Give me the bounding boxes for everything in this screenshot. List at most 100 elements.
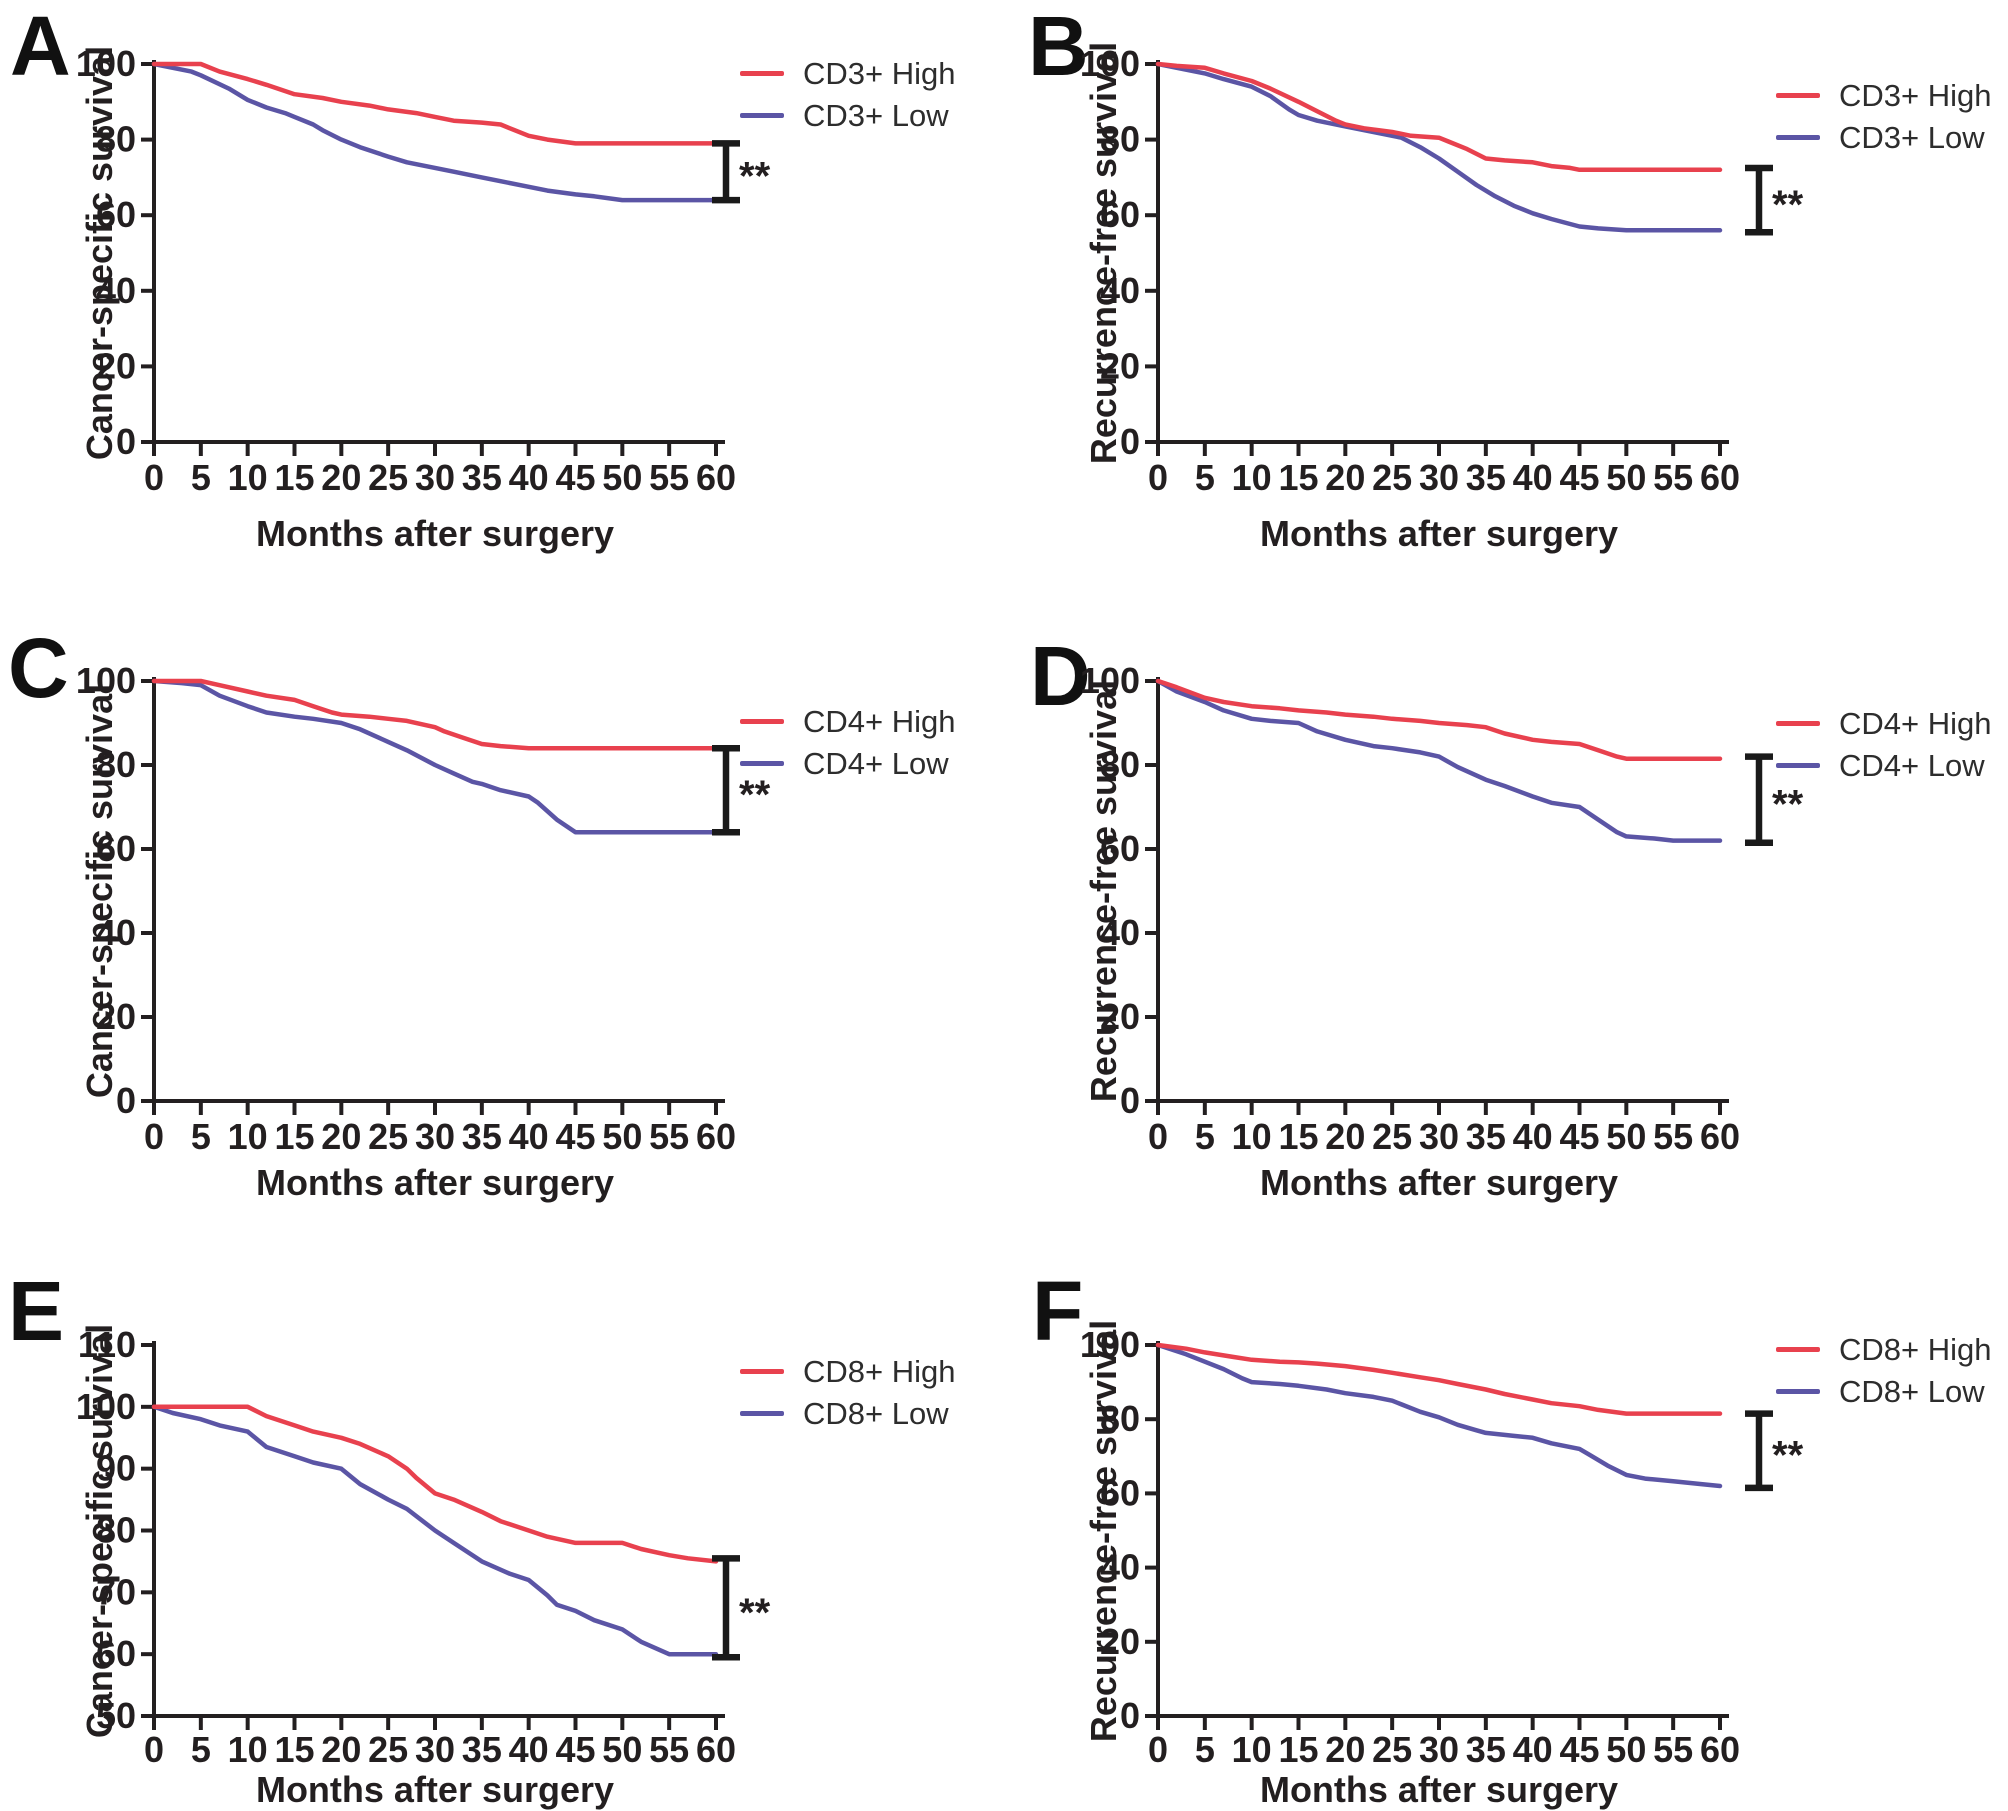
x-tick-label: 40 xyxy=(509,1116,549,1157)
curve-cd8-high xyxy=(1155,1342,1723,1416)
y-tick-label: 100 xyxy=(76,1386,136,1427)
x-tick-label: 60 xyxy=(696,1729,736,1770)
x-tick-label: 40 xyxy=(1513,1729,1553,1770)
legend-swatch-low-line xyxy=(1776,134,1820,140)
legend-label-high: CD8+ High xyxy=(803,1353,956,1389)
x-tick-label: 0 xyxy=(144,457,164,498)
x-tick-label: 45 xyxy=(1559,1116,1599,1157)
axes xyxy=(141,60,725,456)
x-tick-label: 55 xyxy=(1653,1116,1693,1157)
y-tick-label: 100 xyxy=(76,43,136,84)
y-tick-label: 20 xyxy=(96,345,136,386)
legend-swatch-high-line xyxy=(1776,1346,1820,1352)
legend-label-low: CD3+ Low xyxy=(803,97,949,133)
legend-label-low: CD3+ Low xyxy=(1839,119,1985,155)
axes xyxy=(141,677,725,1115)
y-tick-label: 80 xyxy=(96,744,136,785)
x-tick-label: 40 xyxy=(509,1729,549,1770)
x-tick-label: 40 xyxy=(1513,1116,1553,1157)
significance-stars: ** xyxy=(1772,183,1804,227)
x-tick-label: 40 xyxy=(1513,457,1553,498)
y-tick-label: 80 xyxy=(96,1510,136,1551)
x-tick-label: 15 xyxy=(1278,1116,1318,1157)
y-tick-label: 50 xyxy=(96,1695,136,1736)
x-tick-label: 5 xyxy=(1195,457,1215,498)
significance-bracket xyxy=(1745,1410,1773,1492)
legend-item-low: CD4+ Low xyxy=(740,742,956,784)
x-tick-label: 20 xyxy=(1325,1116,1365,1157)
legend-item-high: CD8+ High xyxy=(740,1350,956,1392)
legend-swatch-low-line xyxy=(740,1410,784,1416)
significance-bracket xyxy=(1745,164,1773,236)
axes xyxy=(1145,60,1729,456)
x-tick-label: 25 xyxy=(1372,1116,1412,1157)
x-tick-label: 10 xyxy=(228,1729,268,1770)
y-tick-label: 100 xyxy=(76,660,136,701)
x-axis-title: Months after surgery xyxy=(255,1162,615,1203)
panel-c: C 0 5 10 15 20 25 30 35 40 45 50 55 60 0 20 40 60 80 100 **… xyxy=(0,604,1004,1207)
legend-label-low: CD4+ Low xyxy=(803,745,949,781)
legend-label-low: CD8+ Low xyxy=(803,1395,949,1431)
y-tick-label: 20 xyxy=(1100,996,1140,1037)
panel-b: B 0 5 10 15 20 25 30 35 40 45 50 55 60 0 20 40 60 80 100 **… xyxy=(1004,0,2008,604)
x-tick-label: 55 xyxy=(1653,457,1693,498)
x-tick-label: 50 xyxy=(1606,1729,1646,1770)
panel-letter-d: D xyxy=(1030,629,1092,723)
y-tick-label: 20 xyxy=(1100,345,1140,386)
x-tick-label: 25 xyxy=(368,457,408,498)
x-tick-label: 5 xyxy=(191,1116,211,1157)
x-tick-label: 10 xyxy=(1232,457,1272,498)
legend-label-low: CD8+ Low xyxy=(1839,1373,1985,1409)
legend-label-high: CD3+ High xyxy=(803,55,956,91)
curve-cd3-low xyxy=(151,61,719,203)
y-tick-label: 70 xyxy=(96,1571,136,1612)
y-tick-label: 0 xyxy=(1120,421,1140,462)
legend: CD8+ High CD8+ Low xyxy=(1776,1328,1992,1412)
legend-label-low: CD4+ Low xyxy=(1839,747,1985,783)
legend-item-high: CD8+ High xyxy=(1776,1328,1992,1370)
x-tick-label: 50 xyxy=(1606,1116,1646,1157)
curve-cd4-high xyxy=(1155,678,1723,761)
x-tick-label: 20 xyxy=(1325,457,1365,498)
x-tick-label: 55 xyxy=(1653,1729,1693,1770)
significance-stars: ** xyxy=(1772,783,1804,827)
x-tick-label: 35 xyxy=(1466,457,1506,498)
y-axis-title: Recurrence-free survival xyxy=(1083,41,1124,465)
panel-a: A 0 5 10 15 20 25 30 35 40 45 50 55 60 0 20 40 60 80 100 **… xyxy=(0,0,1004,604)
x-tick-label: 0 xyxy=(144,1116,164,1157)
x-tick-label: 15 xyxy=(1278,1729,1318,1770)
legend-item-low: CD8+ Low xyxy=(1776,1370,1992,1412)
x-tick-label: 5 xyxy=(1195,1729,1215,1770)
x-tick-label: 35 xyxy=(462,457,502,498)
legend-swatch-high-line xyxy=(740,718,784,724)
x-tick-label: 5 xyxy=(191,1729,211,1770)
x-tick-label: 55 xyxy=(649,1729,689,1770)
legend-swatch-low-line xyxy=(1776,762,1820,768)
x-tick-label: 45 xyxy=(555,1729,595,1770)
panel-letter-c: C xyxy=(8,621,70,715)
y-tick-label: 100 xyxy=(1080,43,1140,84)
y-axis-title: Recurrence-free survival xyxy=(1083,679,1124,1103)
x-tick-label: 20 xyxy=(321,457,361,498)
x-tick-label: 10 xyxy=(1232,1116,1272,1157)
curve-cd8-low xyxy=(151,1404,719,1657)
panel-letter-e: E xyxy=(8,1264,66,1358)
curve-cd4-high xyxy=(151,678,719,751)
legend: CD4+ High CD4+ Low xyxy=(740,700,956,784)
x-tick-label: 25 xyxy=(368,1116,408,1157)
curve-cd3-low xyxy=(1155,61,1723,233)
legend-swatch-high-line xyxy=(1776,720,1820,726)
x-tick-label: 45 xyxy=(1559,457,1599,498)
x-tick-label: 15 xyxy=(274,457,314,498)
legend-item-low: CD8+ Low xyxy=(740,1392,956,1434)
y-axis-title: Recurrence-free survival xyxy=(1083,1319,1124,1742)
y-tick-label: 100 xyxy=(1080,1324,1140,1365)
panel-f: F 0 5 10 15 20 25 30 35 40 45 50 55 60 0 20 40 60 80 100 **… xyxy=(1004,1207,2008,1811)
y-tick-label: 20 xyxy=(96,996,136,1037)
legend-item-high: CD4+ High xyxy=(740,700,956,742)
